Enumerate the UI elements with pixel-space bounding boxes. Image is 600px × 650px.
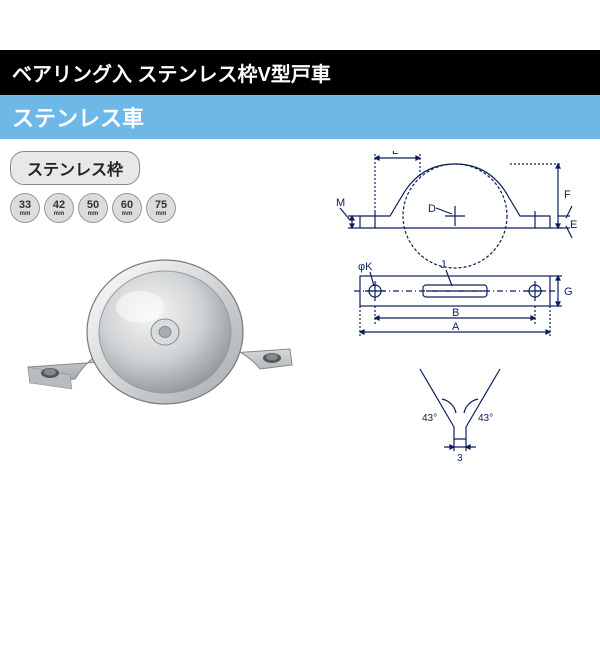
size-unit: mm (156, 211, 167, 217)
size-num: 75 (155, 200, 167, 211)
size-circle: 75 mm (146, 193, 176, 223)
frame-badge: ステンレス枠 (10, 151, 140, 185)
badge-row: ステンレス枠 (10, 151, 320, 185)
content-area: ステンレス枠 33 mm 42 mm 50 mm 60 mm 75 mm (0, 139, 600, 488)
size-unit: mm (88, 211, 99, 217)
size-circle: 42 mm (44, 193, 74, 223)
svg-text:D: D (428, 203, 436, 215)
right-column: L M D (330, 151, 590, 476)
size-num: 60 (121, 200, 133, 211)
size-circle: 60 mm (112, 193, 142, 223)
svg-text:B: B (452, 307, 459, 319)
product-photo (10, 237, 310, 417)
main-title: ベアリング入 ステンレス枠V型戸車 (0, 50, 600, 95)
size-circle: 50 mm (78, 193, 108, 223)
size-unit: mm (122, 211, 133, 217)
svg-text:L: L (392, 151, 398, 157)
size-circle: 33 mm (10, 193, 40, 223)
svg-text:A: A (452, 321, 460, 333)
svg-text:J: J (440, 259, 446, 271)
subtitle: ステンレス車 (0, 95, 600, 139)
svg-text:φK: φK (358, 261, 373, 273)
svg-text:M: M (336, 197, 345, 209)
technical-diagram: L M D (330, 151, 590, 471)
left-column: ステンレス枠 33 mm 42 mm 50 mm 60 mm 75 mm (10, 151, 320, 476)
svg-text:43°: 43° (478, 413, 493, 424)
size-num: 50 (87, 200, 99, 211)
svg-text:F: F (564, 189, 571, 201)
size-unit: mm (54, 211, 65, 217)
svg-text:G: G (564, 286, 573, 298)
size-num: 42 (53, 200, 65, 211)
svg-text:43°: 43° (422, 413, 437, 424)
svg-text:3: 3 (457, 453, 463, 464)
size-num: 33 (19, 200, 31, 211)
svg-text:E: E (570, 219, 577, 231)
size-row: 33 mm 42 mm 50 mm 60 mm 75 mm (10, 193, 320, 223)
size-unit: mm (20, 211, 31, 217)
